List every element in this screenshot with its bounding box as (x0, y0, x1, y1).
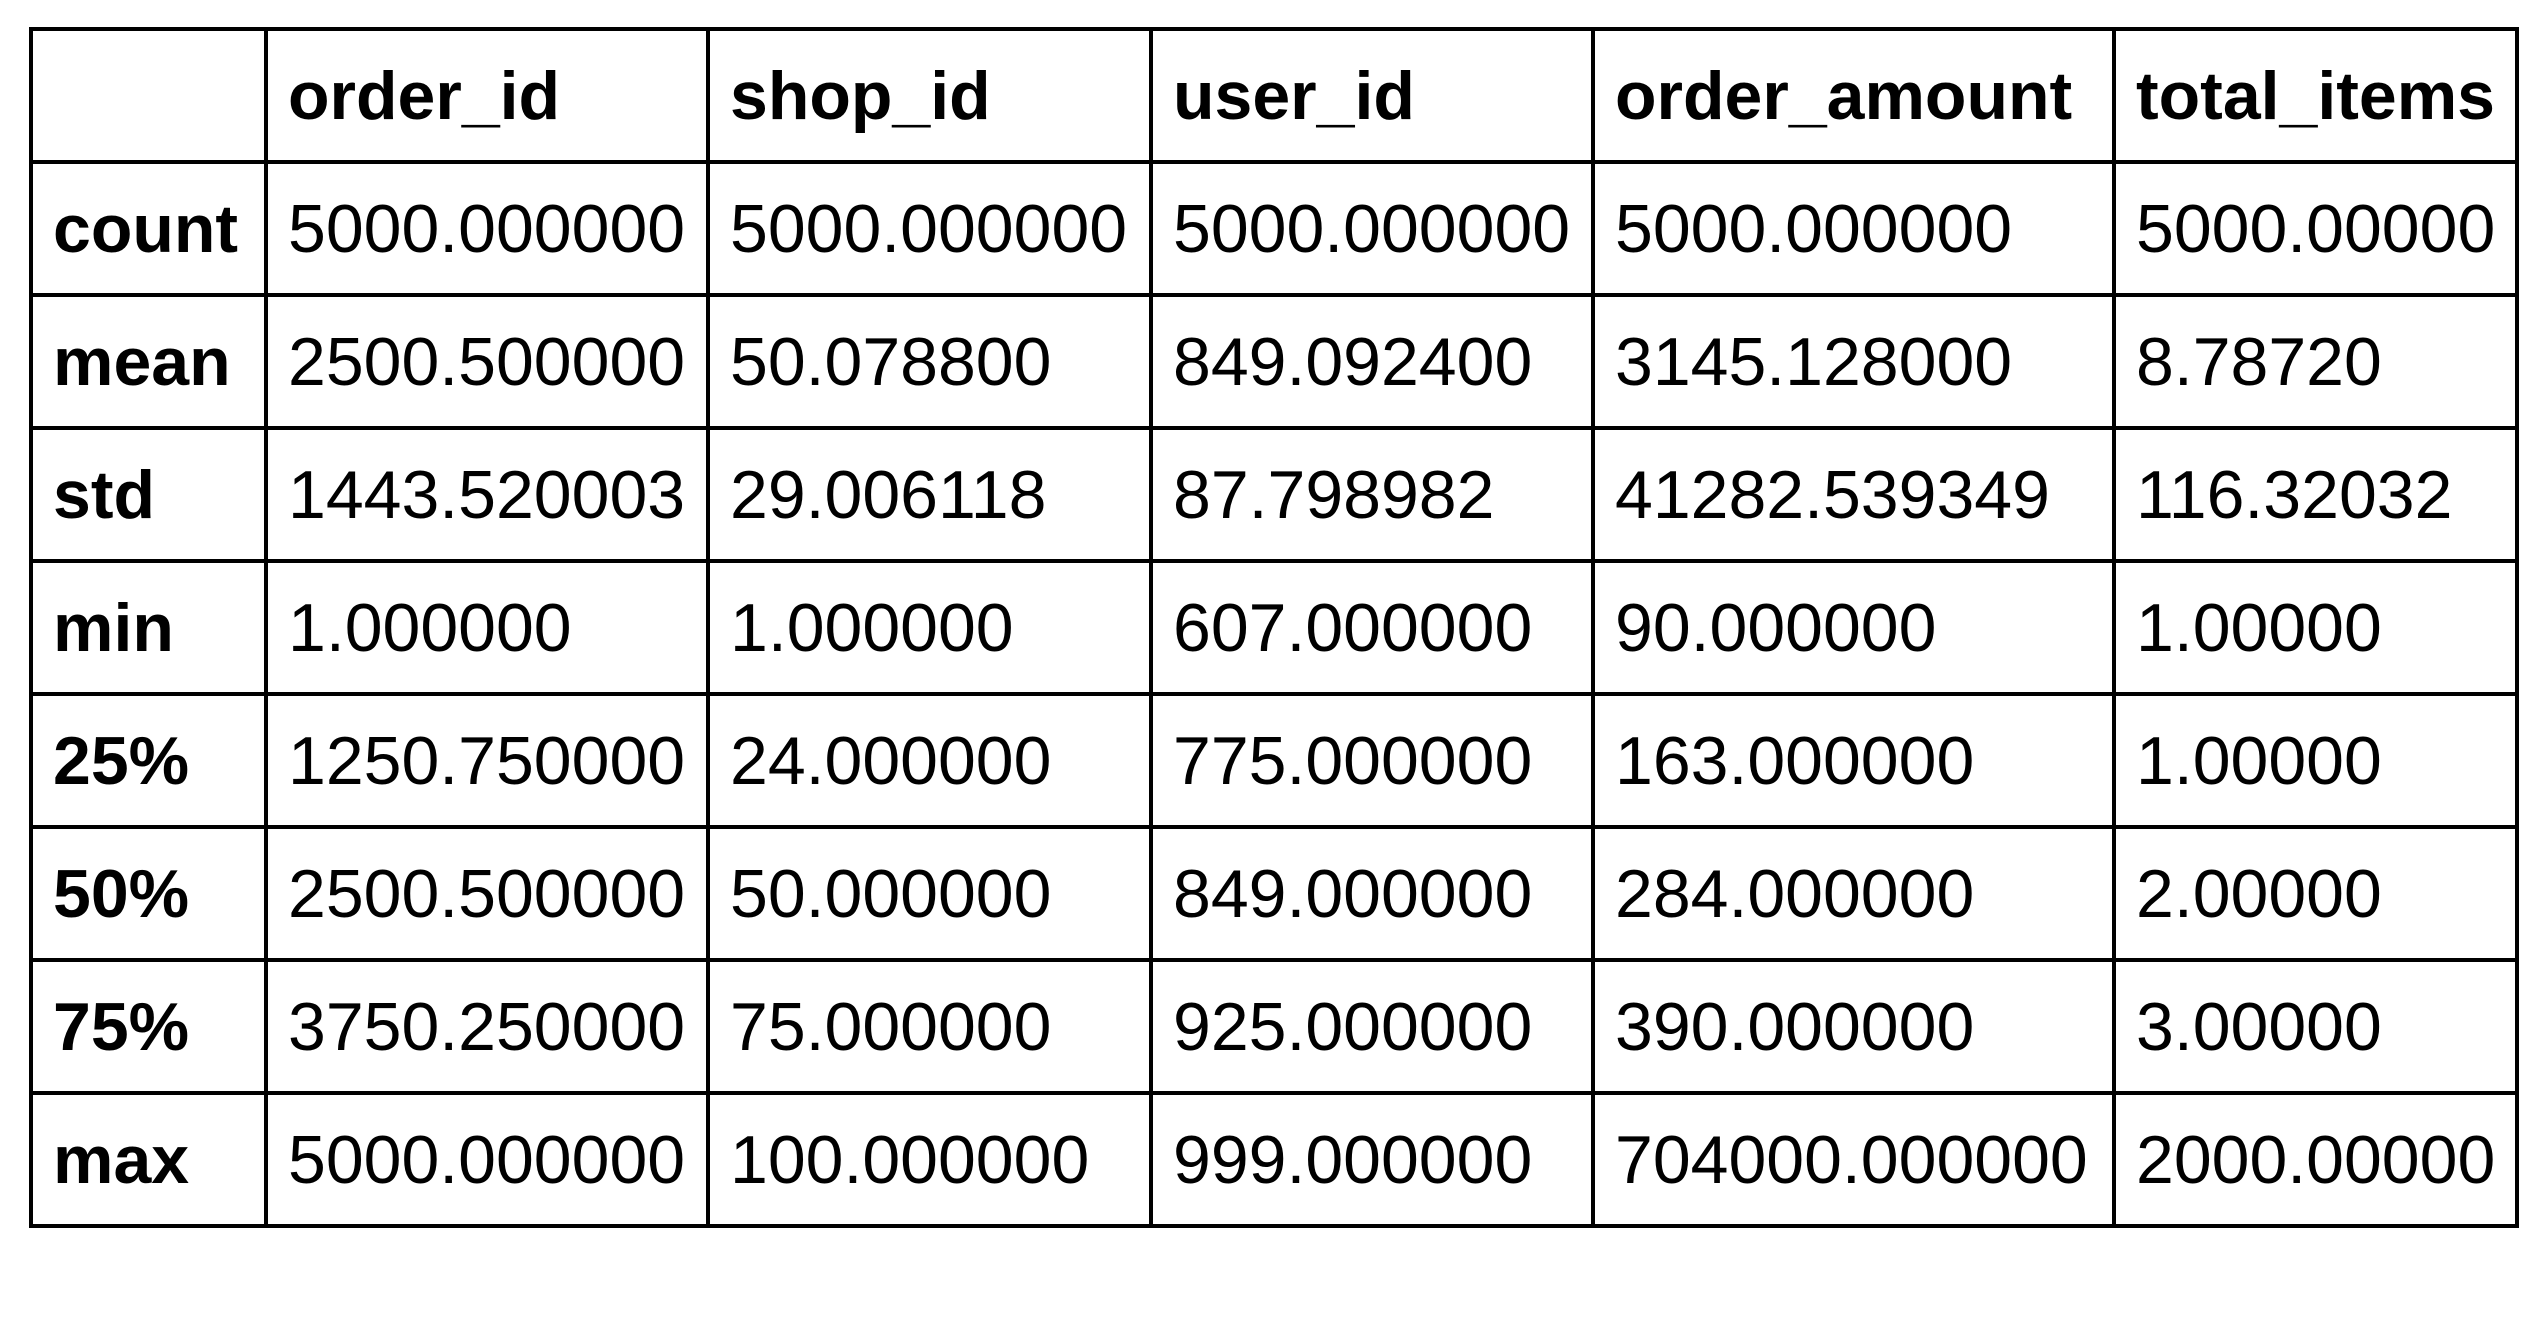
column-header-order-id: order_id (264, 27, 710, 164)
table-row: std 1443.520003 29.006118 87.798982 4128… (29, 426, 2519, 563)
table-cell: 3145.128000 (1591, 293, 2116, 430)
header-corner-cell (29, 27, 268, 164)
table-cell: 849.092400 (1149, 293, 1595, 430)
table-cell: 3.00000 (2112, 958, 2519, 1095)
table-cell: 5000.000000 (706, 160, 1153, 297)
summary-statistics-table: order_id shop_id user_id order_amount to… (29, 27, 2519, 1228)
table-cell: 163.000000 (1591, 692, 2116, 829)
table-cell: 50.000000 (706, 825, 1153, 962)
column-header-shop-id: shop_id (706, 27, 1153, 164)
table-cell: 87.798982 (1149, 426, 1595, 563)
table-cell: 849.000000 (1149, 825, 1595, 962)
table-cell: 999.000000 (1149, 1091, 1595, 1228)
table-row: 25% 1250.750000 24.000000 775.000000 163… (29, 692, 2519, 829)
row-label: 25% (29, 692, 268, 829)
row-label: std (29, 426, 268, 563)
table-row: min 1.000000 1.000000 607.000000 90.0000… (29, 559, 2519, 696)
table-cell: 704000.000000 (1591, 1091, 2116, 1228)
table-cell: 925.000000 (1149, 958, 1595, 1095)
table-cell: 390.000000 (1591, 958, 2116, 1095)
table-cell: 5000.000000 (1149, 160, 1595, 297)
table-row: 75% 3750.250000 75.000000 925.000000 390… (29, 958, 2519, 1095)
table-cell: 5000.000000 (264, 160, 710, 297)
table-cell: 5000.000000 (1591, 160, 2116, 297)
table-cell: 2500.500000 (264, 825, 710, 962)
table-cell: 116.32032 (2112, 426, 2519, 563)
table-row: 50% 2500.500000 50.000000 849.000000 284… (29, 825, 2519, 962)
table-cell: 1.000000 (706, 559, 1153, 696)
table-cell: 5000.00000 (2112, 160, 2519, 297)
table-cell: 8.78720 (2112, 293, 2519, 430)
table-cell: 24.000000 (706, 692, 1153, 829)
header-row: order_id shop_id user_id order_amount to… (29, 27, 2519, 164)
table-cell: 50.078800 (706, 293, 1153, 430)
table-cell: 1443.520003 (264, 426, 710, 563)
row-label: mean (29, 293, 268, 430)
table-cell: 2500.500000 (264, 293, 710, 430)
row-label: 75% (29, 958, 268, 1095)
row-label: max (29, 1091, 268, 1228)
table-cell: 607.000000 (1149, 559, 1595, 696)
table-cell: 5000.000000 (264, 1091, 710, 1228)
table-cell: 775.000000 (1149, 692, 1595, 829)
table-cell: 2000.00000 (2112, 1091, 2519, 1228)
table-cell: 1.000000 (264, 559, 710, 696)
table-cell: 2.00000 (2112, 825, 2519, 962)
table-cell: 75.000000 (706, 958, 1153, 1095)
table-cell: 1250.750000 (264, 692, 710, 829)
table-cell: 1.00000 (2112, 559, 2519, 696)
table-cell: 284.000000 (1591, 825, 2116, 962)
table-row: max 5000.000000 100.000000 999.000000 70… (29, 1091, 2519, 1228)
table-cell: 29.006118 (706, 426, 1153, 563)
row-label: 50% (29, 825, 268, 962)
table-cell: 90.000000 (1591, 559, 2116, 696)
column-header-user-id: user_id (1149, 27, 1595, 164)
table-cell: 41282.539349 (1591, 426, 2116, 563)
column-header-total-items: total_items (2112, 27, 2519, 164)
table-row: mean 2500.500000 50.078800 849.092400 31… (29, 293, 2519, 430)
table-cell: 3750.250000 (264, 958, 710, 1095)
column-header-order-amount: order_amount (1591, 27, 2116, 164)
row-label: count (29, 160, 268, 297)
row-label: min (29, 559, 268, 696)
table-row: count 5000.000000 5000.000000 5000.00000… (29, 160, 2519, 297)
table-cell: 100.000000 (706, 1091, 1153, 1228)
table-cell: 1.00000 (2112, 692, 2519, 829)
